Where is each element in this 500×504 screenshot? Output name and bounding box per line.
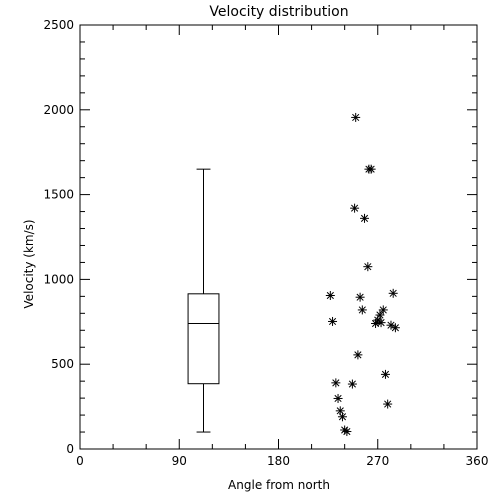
data-point	[331, 378, 341, 388]
data-point	[378, 305, 388, 315]
data-point	[333, 393, 343, 403]
data-point	[355, 292, 365, 302]
plot-frame	[79, 24, 478, 450]
data-point	[380, 369, 390, 379]
y-tick-label: 1000	[43, 272, 74, 286]
x-tick-label: 180	[267, 454, 290, 468]
data-point-stroke	[377, 319, 385, 327]
data-point	[357, 305, 367, 315]
data-point	[347, 379, 357, 389]
data-points	[325, 112, 400, 437]
data-point-stroke	[384, 400, 392, 408]
data-point-stroke	[328, 317, 337, 326]
data-point-stroke	[391, 324, 399, 332]
y-tick-label: 2500	[43, 18, 74, 32]
data-point	[388, 288, 398, 298]
data-point-stroke	[334, 394, 342, 403]
chart-title: Velocity distribution	[209, 4, 348, 20]
data-point-stroke	[364, 263, 372, 271]
data-point-stroke	[336, 407, 344, 415]
data-point	[376, 318, 386, 328]
y-tick-label: 2000	[43, 103, 74, 117]
data-point	[342, 427, 352, 437]
data-point	[353, 350, 363, 360]
x-tick-label: 270	[366, 454, 389, 468]
data-point-stroke	[358, 306, 366, 314]
box-iqr	[187, 293, 220, 385]
data-point	[363, 262, 373, 272]
y-axis-label: Velocity (km/s)	[22, 219, 36, 308]
data-point	[383, 399, 393, 409]
data-point	[366, 164, 376, 174]
axis-ticks: 0 500 1000 1500 2000 2500 0 90 180 270 360	[43, 18, 488, 468]
data-point-stroke	[381, 370, 390, 378]
y-tick-label: 500	[51, 357, 74, 371]
data-point-stroke	[354, 351, 362, 359]
data-point-stroke	[387, 321, 395, 329]
data-point-stroke	[338, 413, 347, 421]
data-point-stroke	[332, 379, 340, 387]
data-point-stroke	[352, 113, 360, 122]
data-point	[328, 316, 338, 326]
x-tick-label: 360	[466, 454, 489, 468]
data-point	[375, 310, 385, 320]
data-point	[337, 412, 347, 422]
data-point-stroke	[326, 291, 334, 300]
data-point-stroke	[348, 380, 356, 388]
y-tick-label: 1500	[43, 188, 74, 202]
x-tick-label: 90	[172, 454, 187, 468]
y-tick-label: 0	[66, 442, 74, 456]
data-point	[360, 213, 370, 223]
data-point-stroke	[356, 293, 364, 301]
data-point	[351, 112, 361, 122]
x-tick-label: 0	[76, 454, 84, 468]
data-point	[390, 323, 400, 333]
data-point-stroke	[367, 165, 375, 173]
data-point-stroke	[360, 214, 369, 222]
data-point-stroke	[379, 306, 387, 314]
data-point-stroke	[389, 289, 397, 297]
data-point	[325, 291, 335, 301]
box-plot	[187, 168, 220, 433]
data-point-stroke	[350, 204, 359, 212]
x-axis-label: Angle from north	[228, 478, 330, 492]
data-point	[350, 203, 360, 213]
data-point-stroke	[376, 311, 384, 319]
data-point-stroke	[343, 427, 351, 436]
